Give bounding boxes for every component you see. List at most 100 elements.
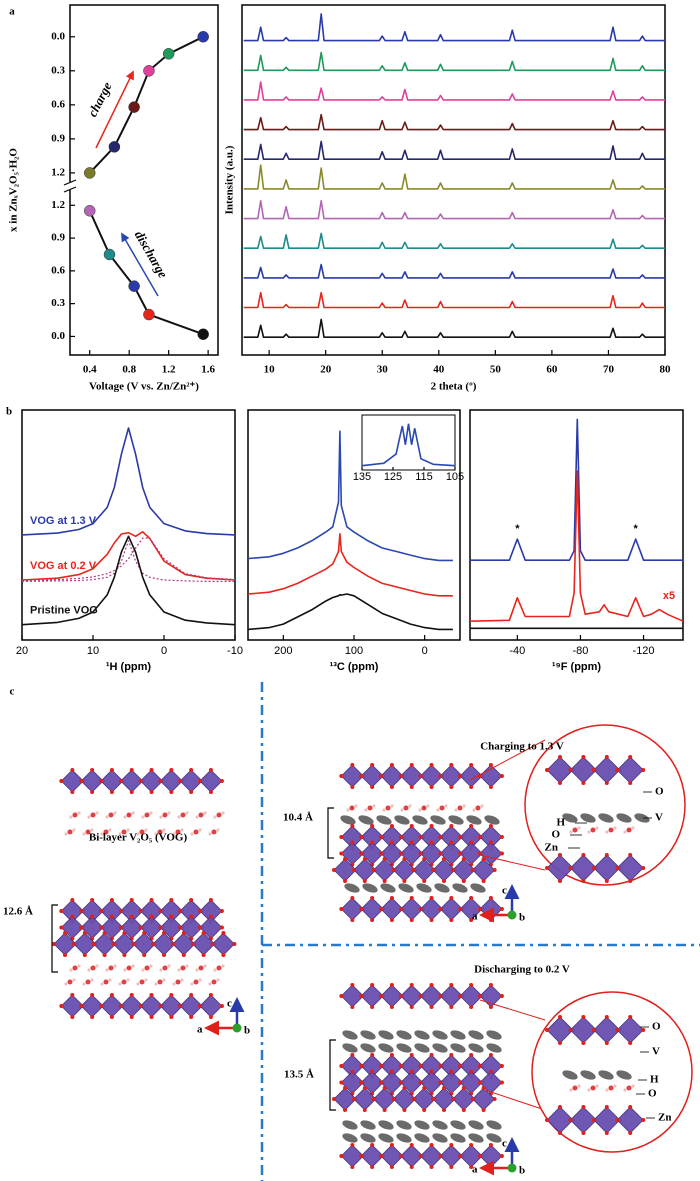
oxygen-atom: [604, 781, 609, 785]
oxygen-atom: [469, 918, 474, 922]
oxygen-atom: [581, 781, 586, 785]
water-h: [131, 964, 135, 968]
zn-cluster: [452, 883, 468, 893]
oxygen-atom: [591, 768, 596, 772]
water-h: [64, 832, 68, 836]
oxygen-atom: [343, 1086, 347, 1090]
oxygen-atom: [190, 942, 195, 946]
peak-marker: *: [515, 523, 520, 535]
oxygen-atom: [158, 779, 163, 783]
oxygen-atom: [350, 1069, 355, 1074]
water-h: [72, 828, 76, 832]
oxygen-atom: [71, 942, 76, 946]
oxygen-atom: [628, 1041, 633, 1045]
water-h: [144, 828, 148, 832]
water-h: [418, 808, 422, 812]
water-h: [141, 815, 145, 819]
oxygen-atom: [151, 942, 155, 946]
oxygen-atom: [488, 1069, 493, 1074]
oxygen-atom: [378, 774, 383, 778]
oxygen-atom: [111, 942, 116, 946]
spectrum-line: [247, 593, 453, 631]
oxygen-atom: [477, 1080, 482, 1085]
oxygen-atom: [197, 1004, 202, 1008]
zn-cluster: [376, 815, 392, 825]
oxygen-atom: [409, 824, 414, 828]
spectrum-line: [243, 113, 665, 131]
atom-label: H: [650, 1074, 659, 1086]
oxygen-atom: [481, 879, 486, 883]
spectrum-line: [247, 430, 453, 562]
water-h: [595, 1084, 599, 1088]
oxygen-atom: [418, 835, 423, 839]
zn-cluster: [358, 815, 374, 825]
oxygen-atom: [470, 1097, 475, 1101]
inset-x-tick-label: 115: [415, 471, 433, 483]
oxygen-atom: [351, 868, 356, 872]
atom-label: O: [652, 1021, 661, 1033]
atom-label: O: [551, 829, 560, 841]
atom-label: O: [655, 786, 664, 798]
water-h: [162, 828, 166, 832]
oxygen-atom: [370, 896, 375, 900]
water-o: [211, 829, 217, 835]
oxygen-atom: [499, 774, 504, 778]
y-tick-label: 1.2: [51, 199, 65, 211]
oxygen-atom: [109, 1015, 114, 1019]
x-axis-label: 2 theta (º): [431, 381, 477, 393]
zn-cluster: [616, 813, 632, 823]
oxygen-atom: [545, 866, 549, 870]
plot-frame: [69, 4, 219, 356]
axis-label: c: [227, 998, 232, 1010]
zn-cluster: [360, 1133, 376, 1143]
oxygen-atom: [79, 925, 84, 930]
oxygen-atom: [201, 931, 206, 935]
zn-cluster: [486, 1030, 502, 1040]
water-h: [221, 811, 225, 815]
data-point: [143, 308, 155, 321]
zn-cluster: [414, 1133, 430, 1143]
oxygen-atom: [581, 853, 586, 857]
water-o: [193, 979, 199, 985]
oxygen-atom: [402, 1086, 407, 1090]
axis-label: b: [519, 1165, 525, 1177]
oxygen-atom: [469, 1165, 474, 1169]
water-h: [69, 968, 73, 972]
zn-cluster: [378, 1043, 394, 1053]
oxygen-atom: [70, 790, 75, 794]
oxygen-atom: [70, 1015, 75, 1019]
oxygen-atom: [370, 1053, 375, 1057]
oxygen-atom: [370, 763, 375, 767]
oxygen-atom: [477, 851, 482, 856]
x-tick-label: 10: [264, 364, 276, 376]
oxygen-atom: [359, 994, 364, 998]
inset-x-tick-label: 135: [353, 471, 371, 483]
oxygen-atom: [431, 868, 435, 872]
oxygen-atom: [197, 779, 202, 783]
water-h: [149, 964, 153, 968]
oxygen-atom: [378, 1154, 383, 1158]
oxygen-atom: [429, 1005, 434, 1009]
plot-frame: [469, 409, 684, 641]
x-axis-label: ¹⁹F (ppm): [552, 661, 602, 673]
oxygen-atom: [70, 768, 75, 772]
oxygen-atom: [429, 1165, 434, 1169]
oxygen-atom: [481, 1108, 486, 1112]
oxygen-atom: [449, 763, 454, 767]
oxygen-atom: [429, 918, 434, 922]
water-h: [172, 832, 176, 836]
oxygen-atom: [102, 953, 107, 957]
oxygen-atom: [221, 953, 226, 957]
x-tick-label: 10: [87, 645, 99, 657]
oxygen-atom: [628, 755, 633, 759]
oxygen-atom: [63, 953, 67, 957]
water-o: [457, 805, 463, 811]
oxygen-atom: [411, 1097, 416, 1101]
oxygen-atom: [461, 857, 466, 861]
oxygen-atom: [449, 1053, 454, 1057]
oxygen-atom: [458, 907, 463, 911]
oxygen-atom: [499, 1080, 504, 1085]
water-h: [123, 968, 127, 972]
oxygen-atom: [558, 1131, 562, 1135]
zn-cluster: [396, 1133, 412, 1143]
